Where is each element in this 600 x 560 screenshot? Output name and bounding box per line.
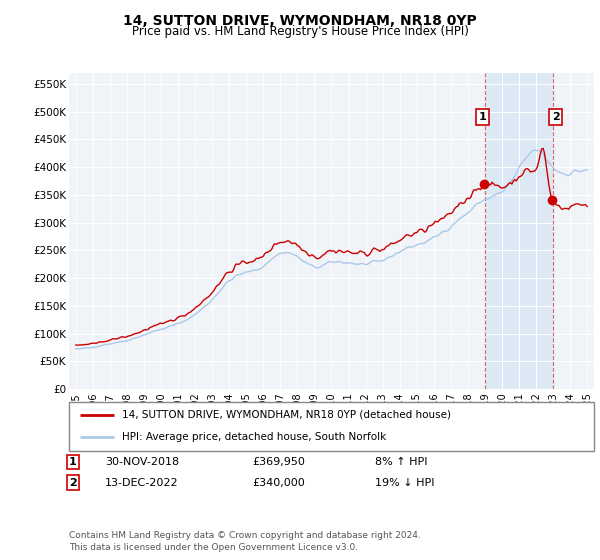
Text: Price paid vs. HM Land Registry's House Price Index (HPI): Price paid vs. HM Land Registry's House … [131, 25, 469, 38]
Text: 8% ↑ HPI: 8% ↑ HPI [375, 457, 427, 467]
Text: 13-DEC-2022: 13-DEC-2022 [105, 478, 179, 488]
Text: 1: 1 [478, 112, 486, 122]
Text: Contains HM Land Registry data © Crown copyright and database right 2024.
This d: Contains HM Land Registry data © Crown c… [69, 531, 421, 552]
FancyBboxPatch shape [69, 402, 594, 451]
Text: £369,950: £369,950 [252, 457, 305, 467]
Text: 2: 2 [69, 478, 77, 488]
Text: HPI: Average price, detached house, South Norfolk: HPI: Average price, detached house, Sout… [121, 432, 386, 442]
Text: 14, SUTTON DRIVE, WYMONDHAM, NR18 0YP: 14, SUTTON DRIVE, WYMONDHAM, NR18 0YP [123, 14, 477, 28]
Text: £340,000: £340,000 [252, 478, 305, 488]
Text: 19% ↓ HPI: 19% ↓ HPI [375, 478, 434, 488]
Text: 1: 1 [69, 457, 77, 467]
Text: 30-NOV-2018: 30-NOV-2018 [105, 457, 179, 467]
Text: 2: 2 [552, 112, 560, 122]
Bar [485, 73, 553, 389]
Text: 14, SUTTON DRIVE, WYMONDHAM, NR18 0YP (detached house): 14, SUTTON DRIVE, WYMONDHAM, NR18 0YP (d… [121, 410, 451, 420]
